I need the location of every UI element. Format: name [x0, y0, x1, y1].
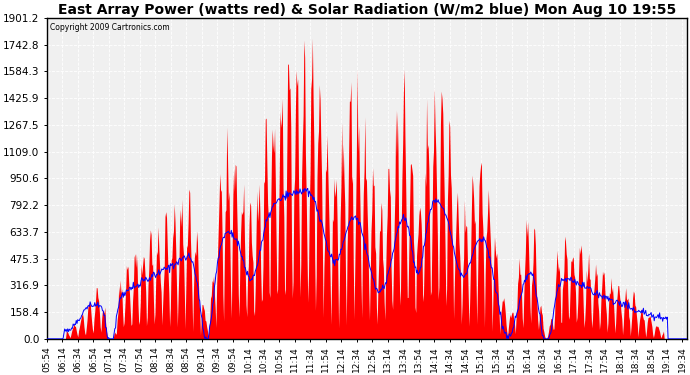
- Title: East Array Power (watts red) & Solar Radiation (W/m2 blue) Mon Aug 10 19:55: East Array Power (watts red) & Solar Rad…: [58, 3, 676, 17]
- Text: Copyright 2009 Cartronics.com: Copyright 2009 Cartronics.com: [50, 23, 170, 32]
